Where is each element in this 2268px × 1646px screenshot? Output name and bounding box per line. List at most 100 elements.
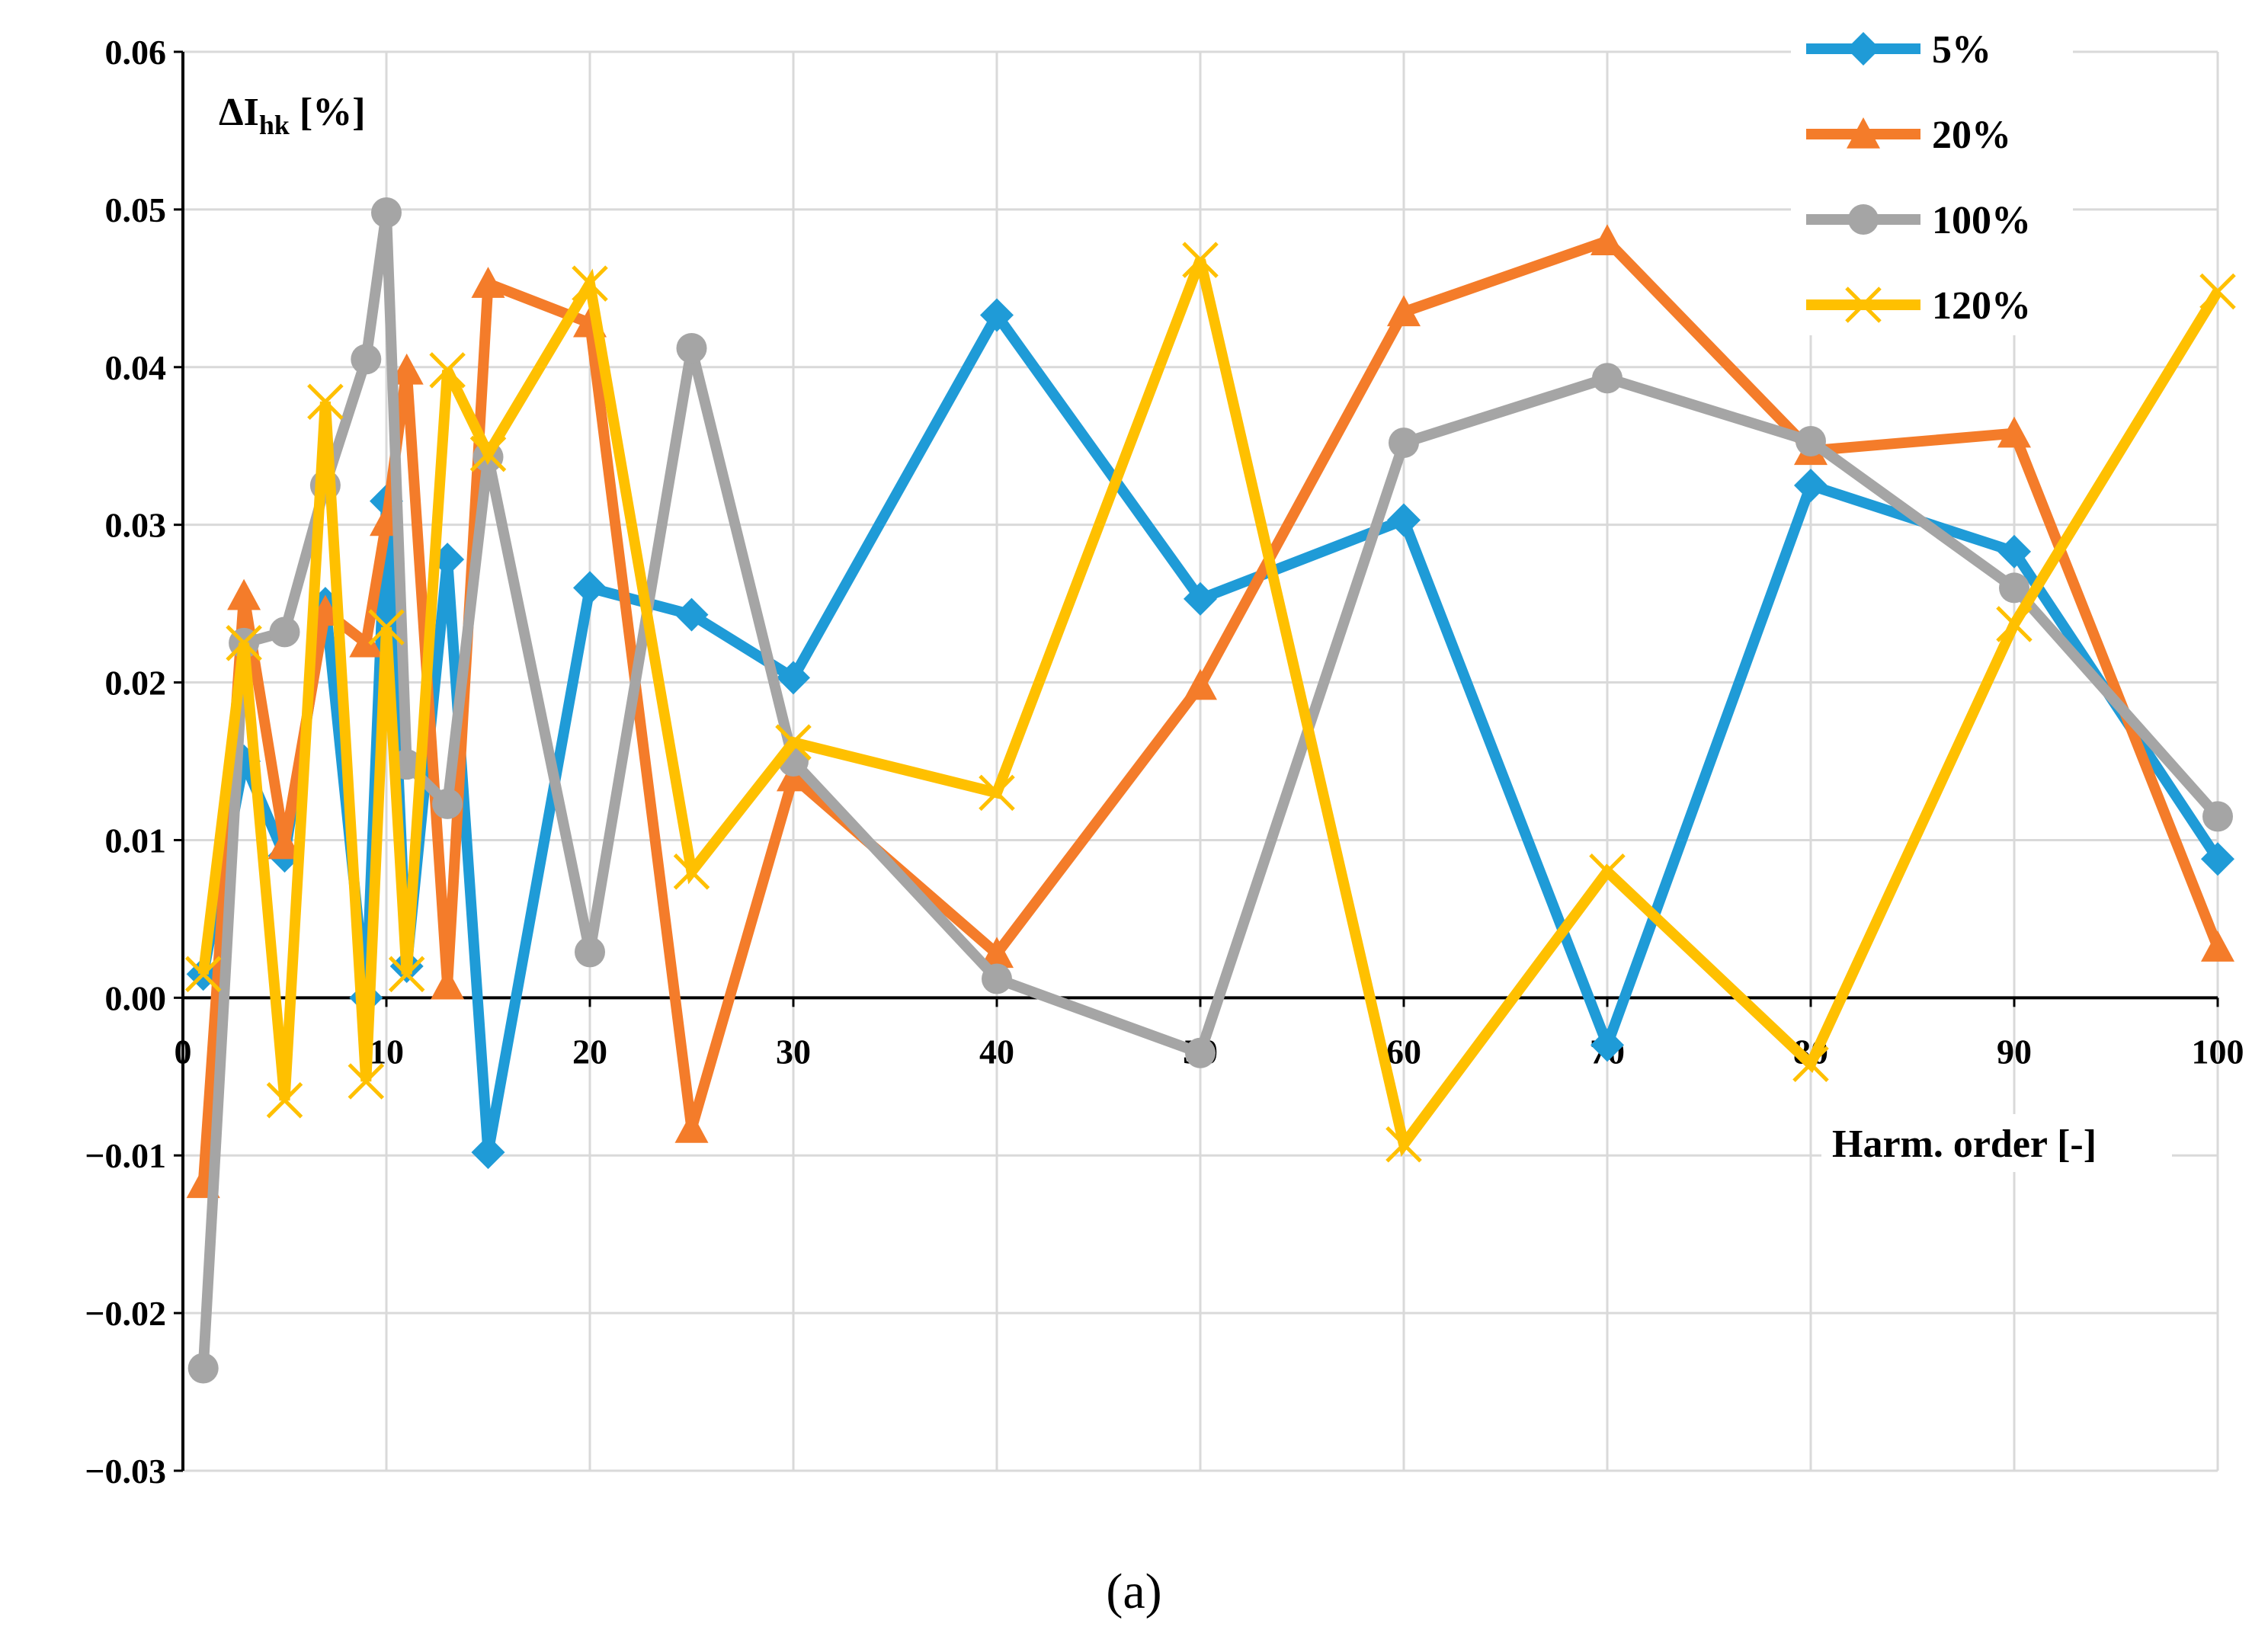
- data-point: [1794, 468, 1828, 502]
- data-point: [674, 1112, 709, 1143]
- x-tick-label: 60: [1386, 1032, 1421, 1071]
- data-point: [1997, 416, 2031, 448]
- data-point: [777, 661, 810, 695]
- legend-item: 20%: [1806, 114, 2011, 157]
- y-tick-label: −0.01: [85, 1136, 166, 1175]
- data-point: [432, 788, 463, 819]
- data-point: [351, 344, 382, 375]
- data-point: [2202, 801, 2233, 832]
- x-tick-labels: 0102030405060708090100: [175, 1032, 2244, 1071]
- data-point: [775, 724, 812, 761]
- legend-backdrop: [1791, 15, 2073, 335]
- x-tick-label: 20: [572, 1032, 607, 1071]
- data-point: [227, 578, 261, 610]
- series-group: [184, 197, 2236, 1384]
- data-point: [980, 937, 1014, 969]
- caption: (a): [1106, 1564, 1161, 1619]
- data-point: [979, 774, 1015, 812]
- data-point: [2201, 842, 2234, 876]
- y-axis-title-main: ΔI: [219, 91, 259, 134]
- data-point: [2201, 930, 2234, 962]
- legend-label: 20%: [1932, 114, 2011, 157]
- axes: [174, 50, 2219, 1472]
- legend-swatch-marker: [1845, 287, 1882, 323]
- y-axis-title-unit: [%]: [290, 91, 366, 134]
- data-point: [980, 298, 1014, 332]
- data-point: [2199, 273, 2236, 310]
- x-tick-label: 40: [979, 1032, 1014, 1071]
- data-point: [471, 1135, 505, 1170]
- y-tick-label: 0.05: [105, 191, 167, 229]
- data-point: [389, 353, 424, 385]
- data-point: [1590, 224, 1624, 255]
- legend-item: 5%: [1806, 28, 1991, 72]
- data-point: [187, 1353, 219, 1384]
- data-point: [1387, 295, 1421, 327]
- data-point: [266, 1082, 303, 1119]
- y-tick-label: 0.02: [105, 664, 167, 703]
- data-point: [348, 1063, 385, 1100]
- legend-label: 100%: [1932, 199, 2031, 242]
- data-point: [469, 435, 507, 472]
- data-point: [371, 197, 402, 229]
- data-point: [676, 332, 707, 363]
- x-axis-title: Harm. order [-]: [1832, 1122, 2097, 1166]
- data-point: [1997, 534, 2031, 568]
- data-point: [674, 597, 709, 632]
- data-point: [1589, 853, 1626, 890]
- legend-item: 120%: [1806, 284, 2031, 328]
- legend-item: 100%: [1806, 199, 2031, 242]
- legend-label: 5%: [1932, 28, 1991, 72]
- legend-swatch-marker: [1847, 117, 1880, 149]
- data-point: [1592, 363, 1623, 394]
- y-axis-title: ΔIhk [%]: [219, 91, 366, 140]
- legend-swatch-marker: [1847, 32, 1880, 66]
- gridlines: [183, 50, 2219, 1472]
- data-point: [307, 383, 344, 421]
- y-tick-label: −0.03: [85, 1452, 166, 1491]
- data-point: [471, 267, 505, 298]
- data-point: [1796, 426, 1826, 457]
- data-point: [1387, 503, 1421, 537]
- y-axis-title-subscript: hk: [259, 110, 290, 140]
- y-tick-label: 0.06: [105, 33, 167, 72]
- data-point: [1792, 1046, 1829, 1082]
- x-tick-label: 0: [175, 1032, 192, 1071]
- data-point: [1385, 1126, 1422, 1163]
- data-point: [575, 937, 605, 968]
- data-point: [1999, 572, 2029, 604]
- data-point: [573, 571, 607, 605]
- x-tick-label: 90: [1997, 1032, 2032, 1071]
- legend: 5% 20% 100% 120%: [1806, 28, 2031, 328]
- series-3: [184, 242, 2236, 1163]
- data-point: [982, 963, 1012, 994]
- data-point: [1184, 668, 1217, 700]
- data-point: [368, 609, 405, 645]
- y-tick-label: 0.01: [105, 821, 167, 860]
- data-point: [267, 828, 302, 860]
- y-tick-label: 0.04: [105, 348, 167, 387]
- data-point: [1590, 1028, 1624, 1062]
- data-point: [673, 853, 710, 890]
- data-point: [226, 625, 262, 661]
- data-point: [1182, 242, 1219, 278]
- x-tick-label: 10: [369, 1032, 404, 1071]
- y-tick-label: 0.00: [105, 978, 167, 1017]
- data-point: [1184, 581, 1217, 616]
- x-tick-label: 100: [2192, 1032, 2244, 1071]
- data-point: [1389, 428, 1419, 459]
- data-point: [1185, 1037, 1216, 1068]
- x-tick-label: 30: [776, 1032, 811, 1071]
- data-point: [349, 626, 383, 658]
- data-point: [269, 616, 300, 648]
- data-point: [572, 265, 608, 302]
- data-point: [1996, 606, 2033, 642]
- data-point: [388, 956, 425, 993]
- legend-swatch-marker: [1848, 204, 1879, 235]
- data-point: [184, 956, 222, 993]
- y-tick-labels: −0.03 −0.02 −0.01 0.00 0.01 0.02 0.03 0.04 0.05 0…: [85, 33, 166, 1491]
- x-axis-title-backdrop: [1821, 1114, 2172, 1172]
- legend-label: 120%: [1932, 284, 2031, 328]
- y-tick-label: 0.03: [105, 506, 167, 545]
